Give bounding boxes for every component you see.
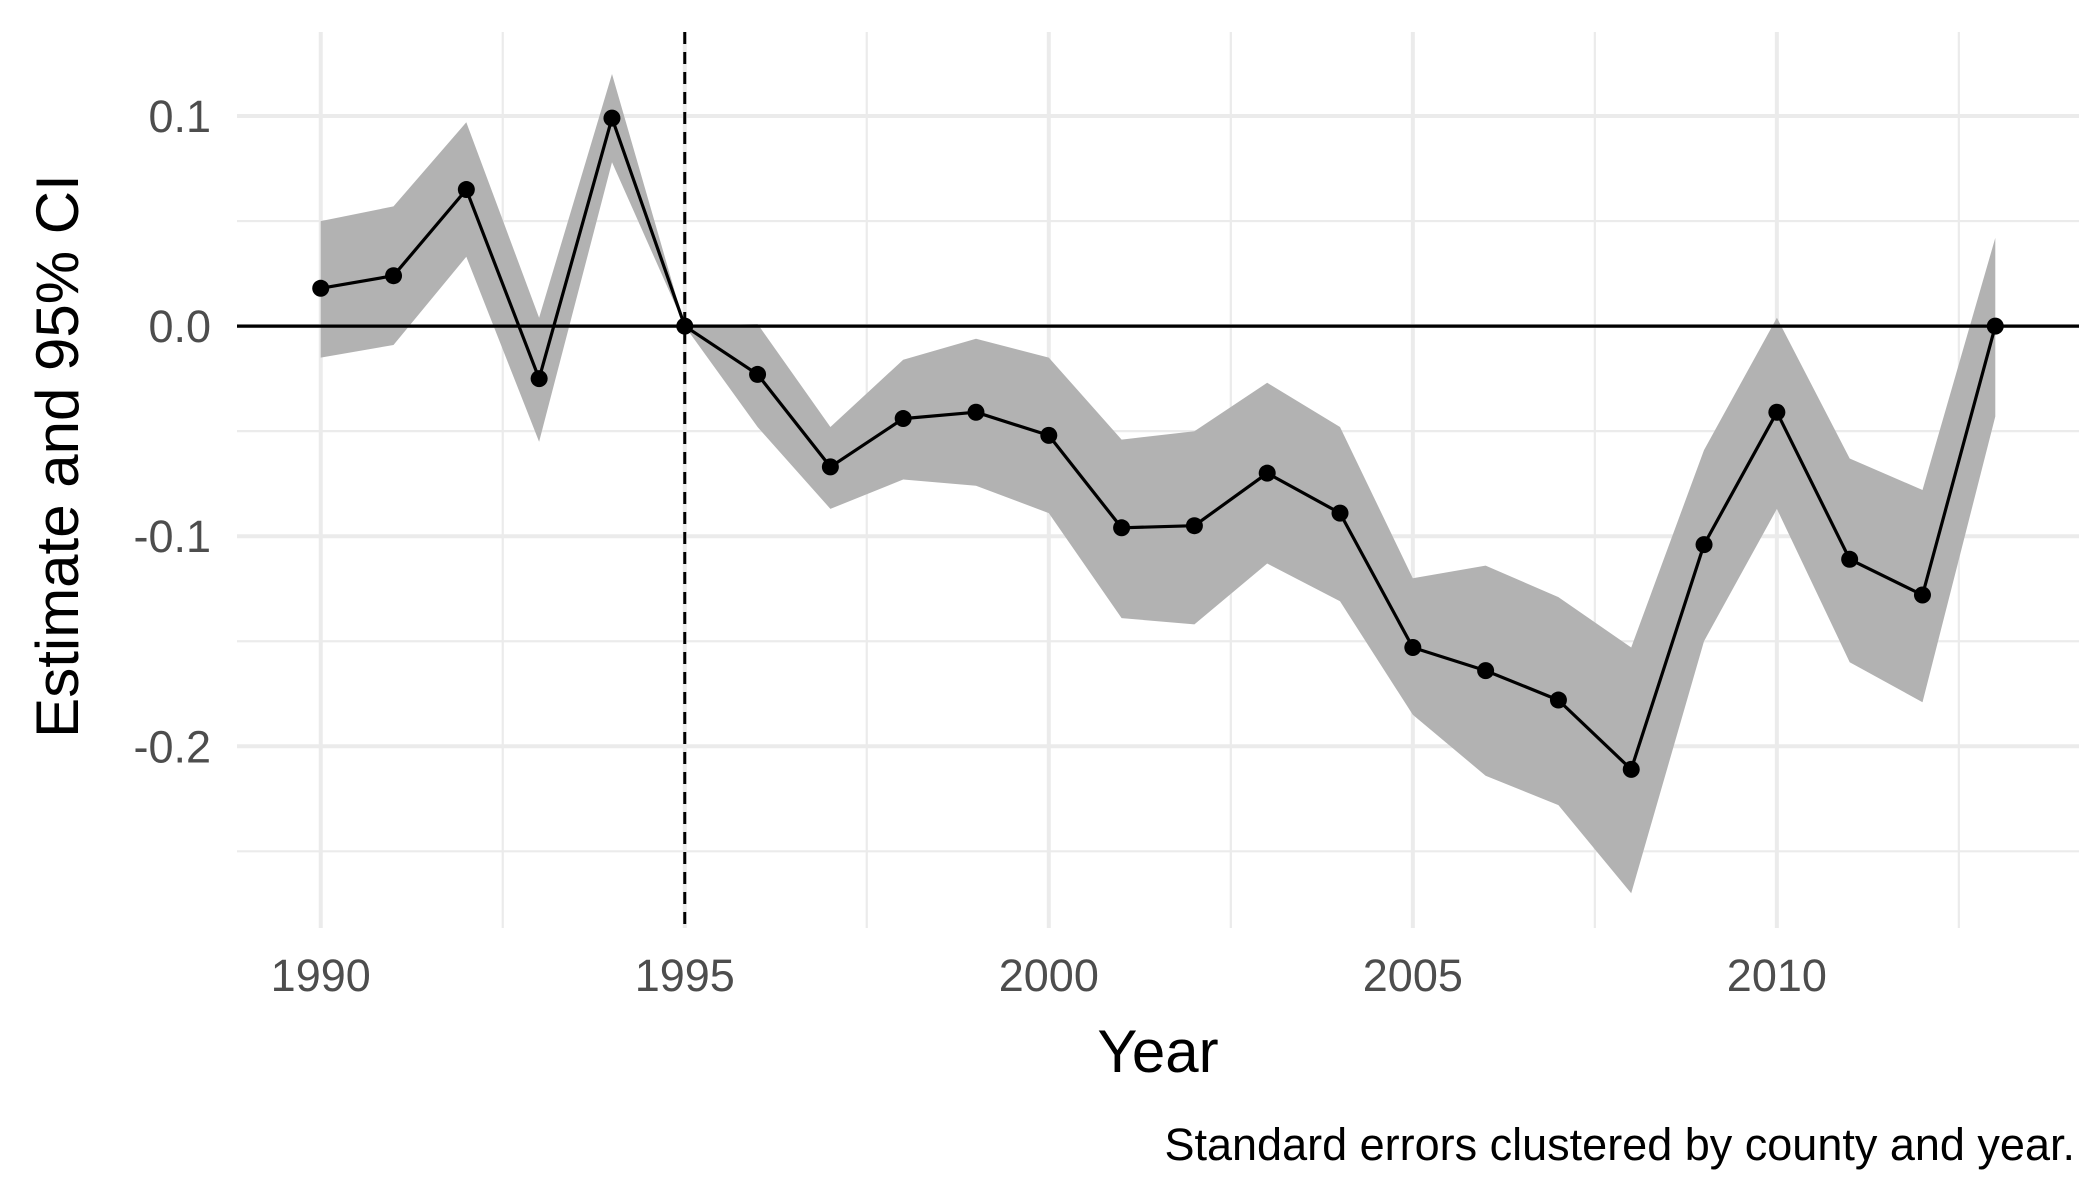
- estimate-point: [749, 365, 767, 383]
- x-tick-label: 2005: [1363, 950, 1463, 1001]
- y-tick-label: -0.1: [133, 511, 211, 562]
- estimate-point: [1258, 464, 1276, 482]
- estimate-point: [1549, 691, 1567, 709]
- estimate-point: [1331, 504, 1349, 522]
- estimate-point: [1695, 536, 1713, 554]
- estimate-points-layer: [312, 109, 2004, 778]
- ci-ribbon: [320, 74, 1996, 894]
- estimate-point: [530, 370, 548, 388]
- estimate-point: [385, 267, 403, 285]
- chart-caption: Standard errors clustered by county and …: [1164, 1119, 2075, 1170]
- estimate-line: [320, 116, 1997, 772]
- estimate-point: [1477, 662, 1495, 680]
- reference-lines-layer: [237, 32, 2079, 928]
- y-tick-label: -0.2: [133, 721, 211, 772]
- estimate-point: [603, 109, 621, 127]
- estimate-point: [821, 458, 839, 476]
- tick-labels-layer: 1990 1995 2000 2005 2010 0.1 0.0 -0.1 -0.2: [133, 91, 1826, 1001]
- estimate-point: [676, 317, 694, 335]
- estimate-point: [1913, 586, 1931, 604]
- x-tick-label: 1995: [635, 950, 735, 1001]
- x-axis-title: Year: [1097, 1018, 1218, 1085]
- y-tick-label: 0.0: [148, 301, 211, 352]
- estimate-point: [1113, 519, 1131, 537]
- estimate-point: [894, 410, 912, 428]
- estimate-point: [1622, 760, 1640, 778]
- estimate-point: [312, 279, 330, 297]
- x-tick-label: 1990: [271, 950, 371, 1001]
- estimate-point: [1040, 426, 1058, 444]
- x-tick-label: 2010: [1727, 950, 1827, 1001]
- estimate-point: [457, 181, 475, 199]
- x-tick-label: 2000: [999, 950, 1099, 1001]
- estimate-point: [1768, 403, 1786, 421]
- estimate-point: [967, 403, 985, 421]
- estimate-line-layer: [320, 116, 1997, 772]
- ci-ribbon-layer: [320, 74, 1996, 894]
- y-tick-label: 0.1: [148, 91, 211, 142]
- estimate-point: [1986, 317, 2004, 335]
- estimate-point: [1841, 550, 1859, 568]
- y-axis-title: Estimate and 95% CI: [24, 174, 91, 738]
- estimate-point: [1185, 517, 1203, 535]
- estimate-point: [1404, 639, 1422, 657]
